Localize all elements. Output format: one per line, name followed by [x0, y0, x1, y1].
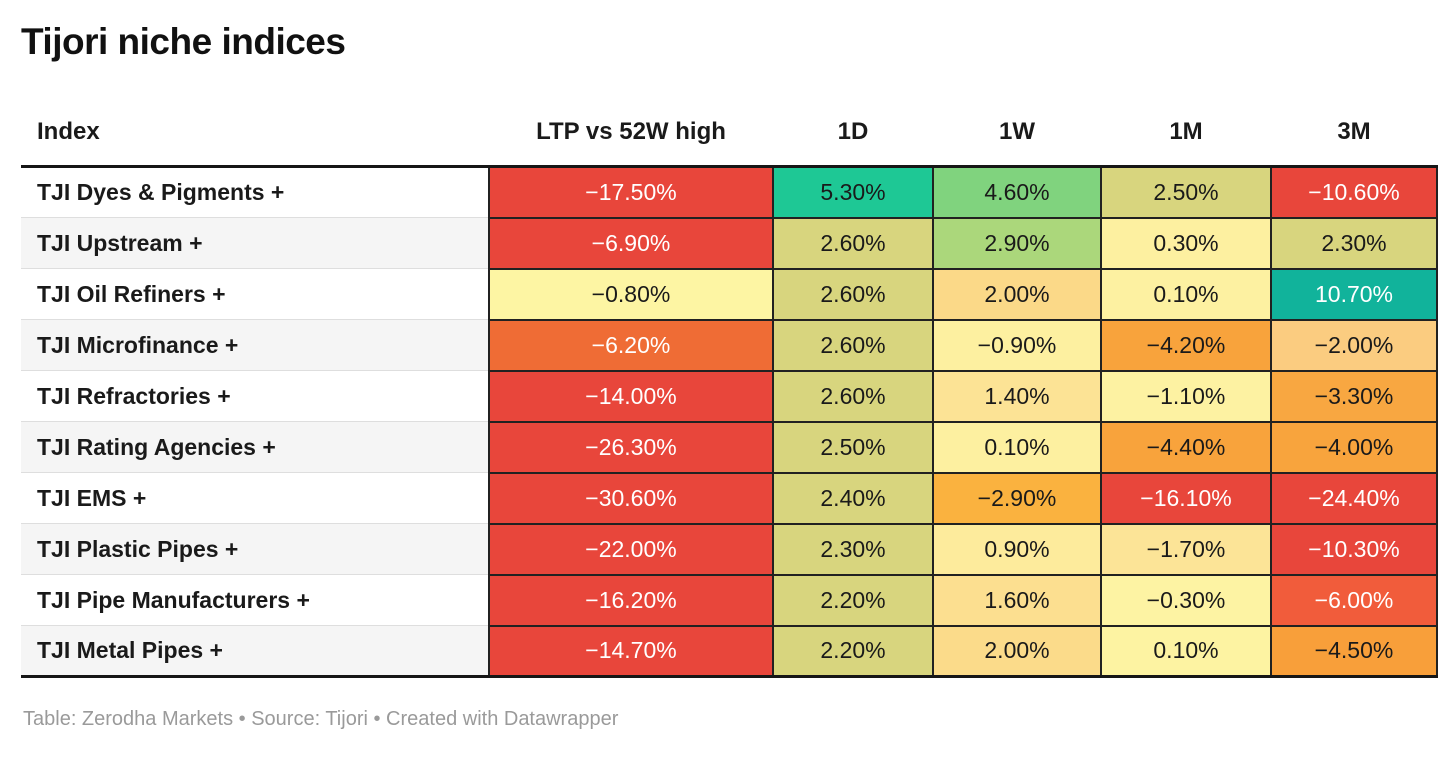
heat-cell: 5.30%: [772, 165, 934, 219]
heat-cell: −16.10%: [1100, 471, 1272, 525]
heat-cell: 2.90%: [932, 216, 1102, 270]
column-header-1d: 1D: [773, 98, 933, 169]
heat-cell: −6.20%: [488, 318, 774, 372]
indices-heatmap-table: Index LTP vs 52W high 1D 1W 1M 3M TJI Dy…: [21, 98, 1438, 679]
heat-cell: −2.00%: [1270, 318, 1438, 372]
heat-cell: −26.30%: [488, 420, 774, 474]
column-header-ltp-vs-52w-high: LTP vs 52W high: [489, 98, 773, 169]
table-row: TJI Upstream + −6.90% 2.60% 2.90% 0.30% 2.30%: [21, 216, 1438, 270]
table-row: TJI Dyes & Pigments + −17.50% 5.30% 4.60% 2.…: [21, 165, 1438, 219]
heat-cell: −4.50%: [1270, 624, 1438, 678]
heat-cell: 2.40%: [772, 471, 934, 525]
heat-cell: 2.60%: [772, 267, 934, 321]
heat-cell: −0.80%: [488, 267, 774, 321]
heat-cell: 2.50%: [1100, 165, 1272, 219]
heat-cell: 2.20%: [772, 624, 934, 678]
index-expand-cell[interactable]: TJI Rating Agencies +: [21, 421, 489, 473]
heat-cell: 2.60%: [772, 369, 934, 423]
table-row: TJI Plastic Pipes + −22.00% 2.30% 0.90% −1.7…: [21, 522, 1438, 576]
heat-cell: −0.30%: [1100, 573, 1272, 627]
heat-cell: −3.30%: [1270, 369, 1438, 423]
table-row: TJI EMS + −30.60% 2.40% −2.90% −16.10% −24.40…: [21, 471, 1438, 525]
heat-cell: 2.60%: [772, 318, 934, 372]
heat-cell: −10.60%: [1270, 165, 1438, 219]
table-header: Index LTP vs 52W high 1D 1W 1M 3M: [21, 98, 1437, 169]
heat-cell: −14.70%: [488, 624, 774, 678]
column-header-index: Index: [21, 98, 489, 169]
page: Tijori niche indices Index LTP vs 52W hi…: [21, 21, 1438, 731]
index-expand-cell[interactable]: TJI Metal Pipes +: [21, 625, 489, 677]
heat-cell: 10.70%: [1270, 267, 1438, 321]
heat-cell: −10.30%: [1270, 522, 1438, 576]
heat-cell: −24.40%: [1270, 471, 1438, 525]
table-row: TJI Rating Agencies + −26.30% 2.50% 0.10% −4…: [21, 420, 1438, 474]
table-row: TJI Refractories + −14.00% 2.60% 1.40% −1.10…: [21, 369, 1438, 423]
column-header-1w: 1W: [933, 98, 1101, 169]
heat-cell: 0.30%: [1100, 216, 1272, 270]
attribution-footer: Table: Zerodha Markets • Source: Tijori …: [23, 708, 619, 731]
heat-cell: 2.20%: [772, 573, 934, 627]
column-header-1m: 1M: [1101, 98, 1271, 169]
heat-cell: −4.40%: [1100, 420, 1272, 474]
heat-cell: 0.10%: [1100, 624, 1272, 678]
heat-cell: −6.00%: [1270, 573, 1438, 627]
heat-cell: −4.20%: [1100, 318, 1272, 372]
heat-cell: 1.60%: [932, 573, 1102, 627]
index-expand-cell[interactable]: TJI Microfinance +: [21, 319, 489, 371]
heat-cell: 1.40%: [932, 369, 1102, 423]
heat-cell: −6.90%: [488, 216, 774, 270]
index-expand-cell[interactable]: TJI Pipe Manufacturers +: [21, 574, 489, 626]
index-expand-cell[interactable]: TJI EMS +: [21, 472, 489, 524]
heat-cell: 2.50%: [772, 420, 934, 474]
heat-cell: −14.00%: [488, 369, 774, 423]
heat-cell: 0.10%: [932, 420, 1102, 474]
heat-cell: 2.30%: [1270, 216, 1438, 270]
heat-cell: −4.00%: [1270, 420, 1438, 474]
heat-cell: 0.90%: [932, 522, 1102, 576]
index-expand-cell[interactable]: TJI Upstream +: [21, 217, 489, 269]
header-row: Index LTP vs 52W high 1D 1W 1M 3M: [21, 98, 1437, 169]
page-title: Tijori niche indices: [21, 21, 346, 62]
index-expand-cell[interactable]: TJI Dyes & Pigments +: [21, 166, 489, 218]
heat-cell: −16.20%: [488, 573, 774, 627]
heat-cell: −22.00%: [488, 522, 774, 576]
heat-cell: −0.90%: [932, 318, 1102, 372]
table-row: TJI Microfinance + −6.20% 2.60% −0.90% −4.20…: [21, 318, 1438, 372]
heat-cell: −1.10%: [1100, 369, 1272, 423]
heat-cell: −17.50%: [488, 165, 774, 219]
column-header-3m: 3M: [1271, 98, 1437, 169]
heat-cell: −2.90%: [932, 471, 1102, 525]
table-row: TJI Metal Pipes + −14.70% 2.20% 2.00% 0.10% −…: [21, 624, 1438, 678]
heat-cell: 2.60%: [772, 216, 934, 270]
heat-cell: 0.10%: [1100, 267, 1272, 321]
heat-cell: −1.70%: [1100, 522, 1272, 576]
index-expand-cell[interactable]: TJI Plastic Pipes +: [21, 523, 489, 575]
heat-cell: 2.00%: [932, 267, 1102, 321]
heat-cell: 4.60%: [932, 165, 1102, 219]
table-row: TJI Pipe Manufacturers + −16.20% 2.20% 1.60…: [21, 573, 1438, 627]
index-expand-cell[interactable]: TJI Oil Refiners +: [21, 268, 489, 320]
heat-cell: 2.30%: [772, 522, 934, 576]
table-row: TJI Oil Refiners + −0.80% 2.60% 2.00% 0.10% 1…: [21, 267, 1438, 321]
heat-cell: 2.00%: [932, 624, 1102, 678]
heat-cell: −30.60%: [488, 471, 774, 525]
index-expand-cell[interactable]: TJI Refractories +: [21, 370, 489, 422]
table-body: TJI Dyes & Pigments + −17.50% 5.30% 4.60% 2.…: [21, 165, 1438, 678]
